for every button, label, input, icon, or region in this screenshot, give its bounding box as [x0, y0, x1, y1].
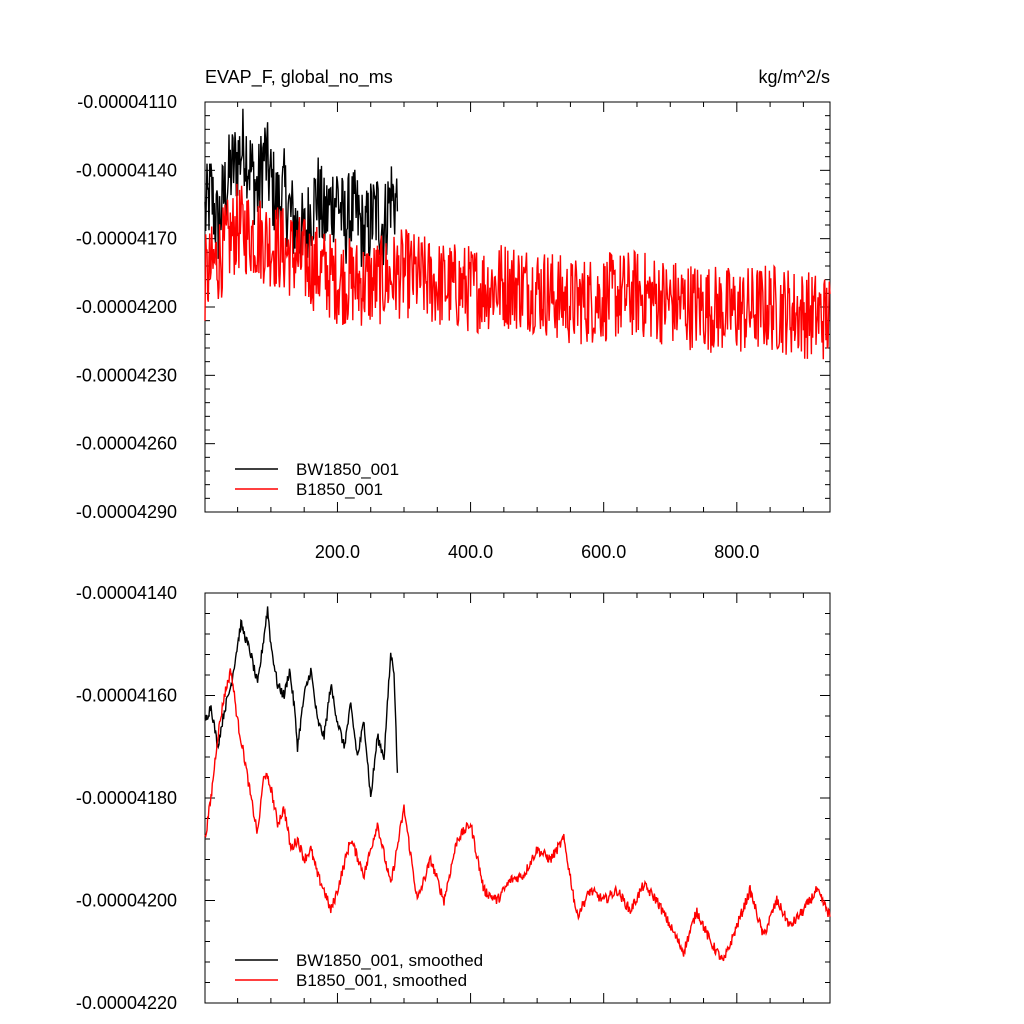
- legend-label: B1850_001, smoothed: [296, 971, 467, 990]
- legend-label: BW1850_001: [296, 460, 399, 479]
- y-tick-label: -0.00004290: [76, 502, 177, 522]
- y-tick-label: -0.00004200: [76, 297, 177, 317]
- y-tick-label: -0.00004140: [76, 160, 177, 180]
- y-tick-label: -0.00004110: [77, 92, 177, 112]
- chart-units: kg/m^2/s: [759, 67, 830, 87]
- y-tick-label: -0.00004200: [76, 891, 177, 911]
- x-tick-label: 600.0: [581, 542, 626, 562]
- x-tick-label: 400.0: [448, 542, 493, 562]
- legend-label: BW1850_001, smoothed: [296, 951, 483, 970]
- legend-label: B1850_001: [296, 480, 383, 499]
- x-tick-label: 800.0: [714, 542, 759, 562]
- series-line: [204, 183, 831, 360]
- bottom-panel: -0.00004140 -0.00004160 -0.00004180 -0.0000…: [76, 583, 831, 1013]
- series-line: [204, 606, 399, 798]
- y-tick-label: -0.00004260: [76, 434, 177, 454]
- series-line: [204, 668, 831, 962]
- y-tick-label: -0.00004160: [76, 686, 177, 706]
- y-tick-label: -0.00004220: [76, 993, 177, 1013]
- y-tick-label: -0.00004180: [76, 788, 177, 808]
- y-tick-label: -0.00004140: [76, 583, 177, 603]
- y-tick-label: -0.00004170: [76, 229, 177, 249]
- y-tick-label: -0.00004230: [76, 365, 177, 385]
- chart-title: EVAP_F, global_no_ms: [205, 67, 393, 88]
- top-panel: EVAP_F, global_no_ms kg/m^2/s -0.0000411…: [76, 67, 831, 562]
- x-tick-label: 200.0: [315, 542, 360, 562]
- plot-frame: [204, 592, 831, 1004]
